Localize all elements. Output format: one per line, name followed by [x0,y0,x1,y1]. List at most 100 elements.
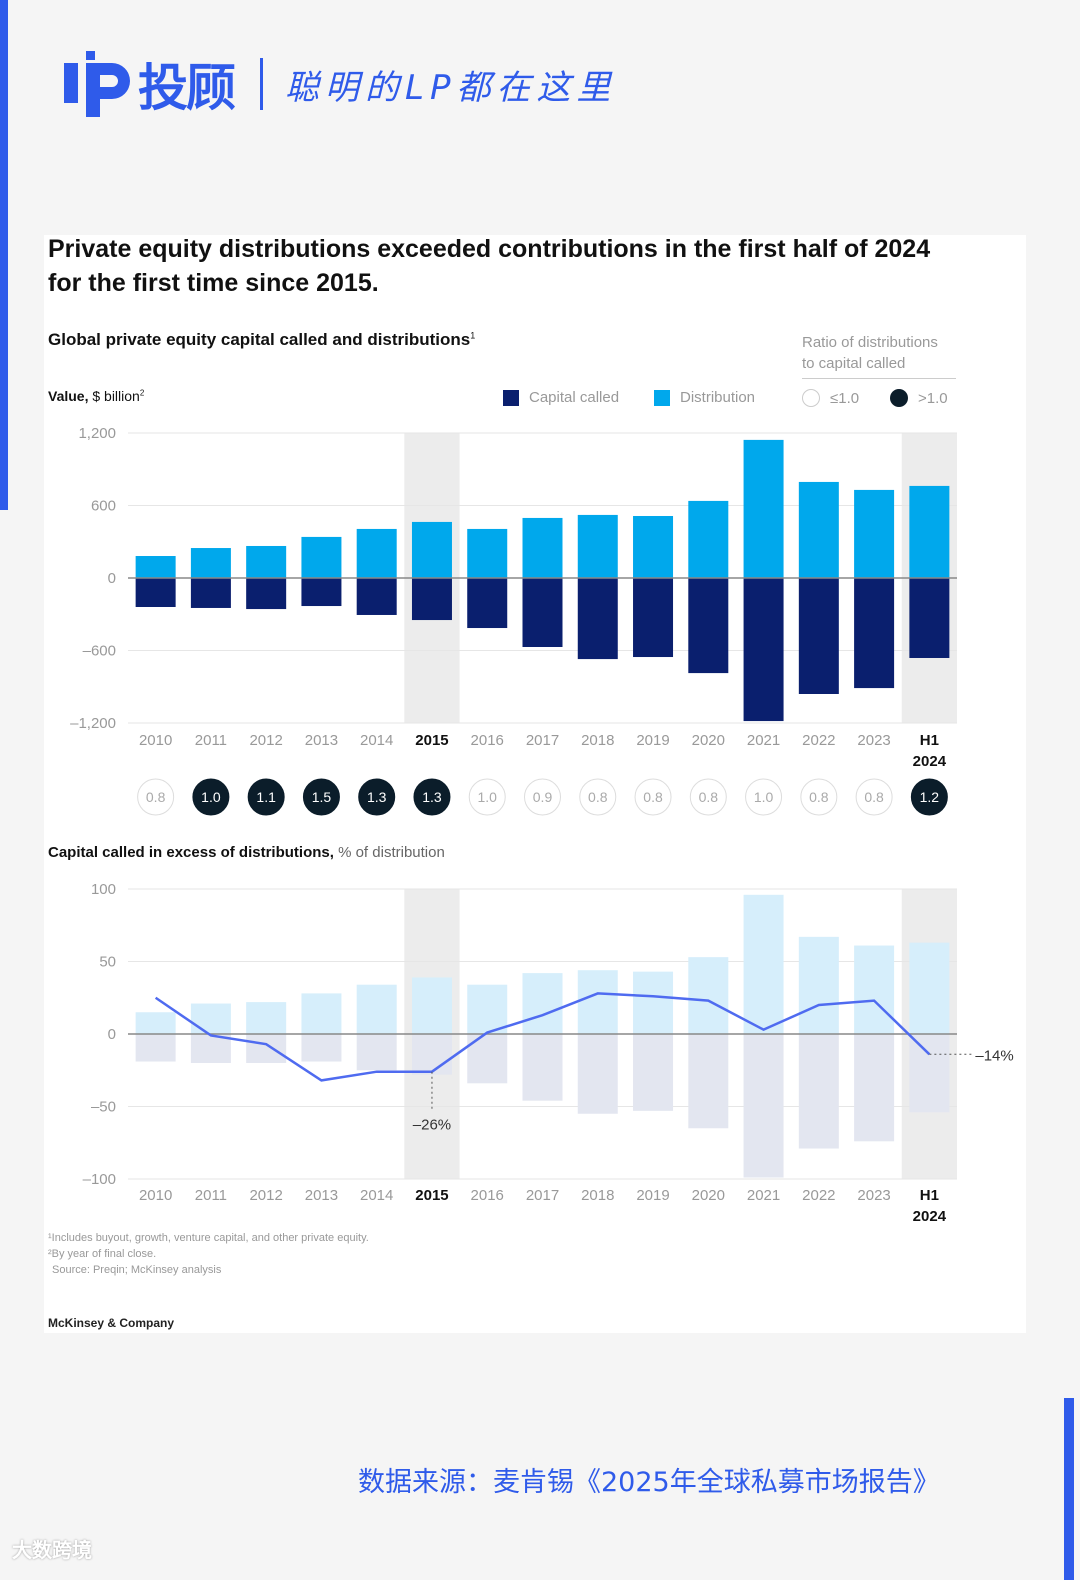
y-tick-label: 50 [99,954,116,971]
capital-share-bar [522,1034,563,1101]
x-tick-label: 2019 [636,1187,669,1204]
legend-label-capital: Capital called [529,389,620,406]
ratio-circle [413,778,451,816]
ratio-circle [800,778,838,816]
annotation-2015: –26% [413,1117,451,1134]
chart1-svg: 1,200 600 0 –600 –1,200 2010 2011 2012 2013 2014 2… [70,425,957,816]
ratio-label: 1.3 [422,789,442,805]
ratio-label: 0.8 [864,789,884,805]
chart-headline: Private equity distributions exceeded co… [48,235,931,297]
brand-logo-icon [64,51,130,117]
distribution-share-bar [301,993,342,1034]
capital-share-bar [246,1034,287,1063]
left-accent-bar [0,0,8,510]
legend-distribution: Distribution [654,389,755,406]
x-tick-label: 2018 [581,1187,614,1204]
legend-label-low: ≤1.0 [830,389,860,407]
x-tick-label: 2011 [195,1187,227,1204]
x-tick-label: 2024 [913,1208,947,1225]
capital-called-bar [798,578,839,694]
brand-slogan: 聪明的LP都在这里 [285,67,617,108]
chart1-title: Global private equity capital called and… [48,330,475,350]
distribution-share-bar [135,1012,176,1034]
y-tick-label: 1,200 [78,425,116,442]
distribution-bar [798,481,839,578]
y-tick-label: –100 [83,1171,116,1188]
x-tick-label: 2019 [636,732,669,749]
y-tick-label: 100 [91,881,116,898]
distribution-bar [301,536,342,578]
distribution-bar [467,528,508,578]
chart2-title: Capital called in excess of distribution… [48,844,445,861]
x-tick-label: H1 [920,732,939,749]
capital-share-bar [301,1034,342,1062]
ratio-circle [302,778,340,816]
capital-share-bar [633,1034,674,1111]
ratio-label: 1.3 [367,789,387,805]
distribution-bar [411,521,452,578]
publisher: McKinsey & Company [48,1316,175,1330]
ratio-circle [689,778,727,816]
chart1-title-sup: 1 [470,330,476,341]
distribution-bar [688,500,729,578]
x-tick-label: 2017 [526,732,559,749]
ratio-label: 1.0 [477,789,497,805]
legend-circle-high [890,389,908,407]
ratio-circle [192,778,230,816]
x-tick-label: 2014 [360,1187,393,1204]
capital-called-bar [577,578,618,660]
y-axis-label-bold: Value, [48,388,89,404]
ratio-label: 0.8 [699,789,719,805]
ratio-label: 0.9 [533,789,553,805]
y-tick-label: –50 [91,1099,116,1116]
distribution-bar [522,517,563,578]
chart2-title-bold: Capital called in excess of distribution… [48,844,334,861]
brand-header: 投顾 聪明的LP都在这里 [64,48,616,120]
right-accent-bar [1064,1398,1074,1580]
distribution-share-bar [798,936,839,1034]
ratio-circle [468,778,506,816]
ratio-label: 0.8 [588,789,608,805]
legend-ratio-low: ≤1.0 [802,389,859,407]
capital-called-bar [522,578,563,647]
y-axis-label: Value, $ billion2 [48,388,144,404]
x-tick-label: 2021 [747,732,780,749]
x-tick-label: 2010 [139,1187,172,1204]
excess-line [154,992,931,1082]
capital-share-bar [909,1034,950,1113]
capital-called-bar [190,578,231,608]
x-tick-label: 2020 [692,1187,725,1204]
ratio-title-line2: to capital called [802,355,906,372]
distribution-share-bar [356,984,397,1034]
distribution-share-bar [467,984,508,1034]
ratio-label: 1.5 [312,789,332,805]
ratio-title-line1: Ratio of distributions [802,334,938,351]
capital-called-bar [909,578,950,658]
brand-name: 投顾 [138,59,236,117]
x-tick-label: 2016 [471,1187,504,1204]
footnote-1: ¹Includes buyout, growth, venture capita… [48,1232,369,1244]
legend-swatch-distribution [654,389,670,406]
ratio-circle [579,778,617,816]
y-tick-label: 0 [108,1026,116,1043]
capital-share-bar [688,1034,729,1129]
ratio-circle [634,778,672,816]
x-tick-label: 2022 [802,732,835,749]
x-tick-label: 2023 [857,732,890,749]
distribution-bar [909,485,950,578]
distribution-share-bar [577,970,618,1034]
ratio-circle [745,778,783,816]
y-tick-label: –1,200 [70,715,116,732]
legend-capital-called: Capital called [503,389,619,406]
x-tick-label: 2010 [139,732,172,749]
x-tick-label: 2013 [305,1187,338,1204]
chart2-svg: 100 50 0 –50 –100 2010 2011 2012 2013 2014 2015 201… [83,881,1014,1225]
distribution-bar [246,545,287,578]
x-tick-label: H1 [920,1187,939,1204]
x-tick-label: 2015 [415,1187,448,1204]
legend-circle-low [802,389,820,407]
ratio-label: 1.0 [754,789,774,805]
y-tick-label: 0 [108,570,116,587]
footnote-2: ²By year of final close. [48,1248,157,1260]
ratio-circle [358,778,396,816]
